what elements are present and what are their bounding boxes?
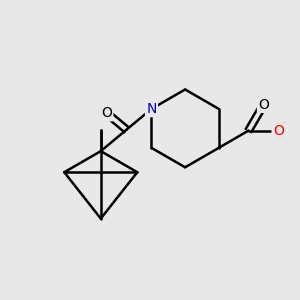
Text: O: O [101, 106, 112, 120]
Text: O: O [273, 124, 284, 137]
Text: N: N [146, 102, 157, 116]
Text: O: O [258, 98, 269, 112]
